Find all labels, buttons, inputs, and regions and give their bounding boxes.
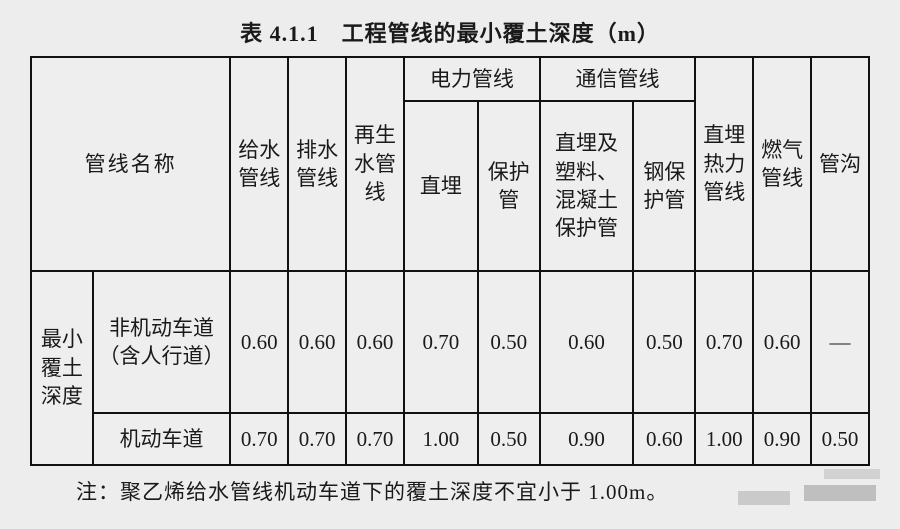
col-name-label: 管线名称 (31, 57, 230, 271)
col-gas: 燃气管线 (753, 57, 811, 271)
cell: 0.60 (540, 271, 634, 413)
col-heat: 直埋热力管线 (695, 57, 753, 271)
col-reclaimed: 再生水管线 (346, 57, 404, 271)
cell: 0.90 (540, 413, 634, 465)
scan-artifact (738, 491, 790, 505)
col-drainage: 排水管线 (288, 57, 346, 271)
col-power-direct: 直埋 (404, 101, 478, 271)
cell: 0.90 (753, 413, 811, 465)
table-header-row-1: 管线名称 给水管线 排水管线 再生水管线 电力管线 通信管线 直埋热力管线 燃气… (31, 57, 869, 101)
cell: 0.50 (478, 413, 540, 465)
col-group-comm: 通信管线 (540, 57, 696, 101)
table-row: 机动车道 0.70 0.70 0.70 1.00 0.50 0.90 0.60 … (31, 413, 869, 465)
pipeline-depth-table: 管线名称 给水管线 排水管线 再生水管线 电力管线 通信管线 直埋热力管线 燃气… (30, 56, 870, 466)
scan-artifact (824, 469, 880, 479)
col-group-power: 电力管线 (404, 57, 540, 101)
table-caption: 表 4.1.1 工程管线的最小覆土深度（m） (30, 10, 870, 48)
cell: 0.70 (404, 271, 478, 413)
cell: 0.60 (288, 271, 346, 413)
cell: 1.00 (695, 413, 753, 465)
table-row: 最小覆土深度 非机动车道（含人行道） 0.60 0.60 0.60 0.70 0… (31, 271, 869, 413)
cell: 0.70 (346, 413, 404, 465)
cell: 0.50 (633, 271, 695, 413)
col-power-conduit: 保护管 (478, 101, 540, 271)
row-nonmotor-label: 非机动车道（含人行道） (93, 271, 231, 413)
cell: 0.70 (288, 413, 346, 465)
cell: 0.60 (633, 413, 695, 465)
cell: 0.50 (478, 271, 540, 413)
row-motor-label: 机动车道 (93, 413, 231, 465)
cell: 0.60 (753, 271, 811, 413)
col-comm-steel: 钢保护管 (633, 101, 695, 271)
col-trench: 管沟 (811, 57, 869, 271)
cell: 0.60 (346, 271, 404, 413)
scan-artifact (804, 485, 876, 501)
cell: — (811, 271, 869, 413)
cell: 0.70 (230, 413, 288, 465)
cell: 0.60 (230, 271, 288, 413)
col-comm-plastic: 直埋及塑料、混凝土保护管 (540, 101, 634, 271)
col-water-supply: 给水管线 (230, 57, 288, 271)
col-name-label-text: 管线名称 (32, 144, 229, 184)
row-group-label: 最小覆土深度 (31, 271, 93, 465)
cell: 0.50 (811, 413, 869, 465)
cell: 1.00 (404, 413, 478, 465)
cell: 0.70 (695, 271, 753, 413)
